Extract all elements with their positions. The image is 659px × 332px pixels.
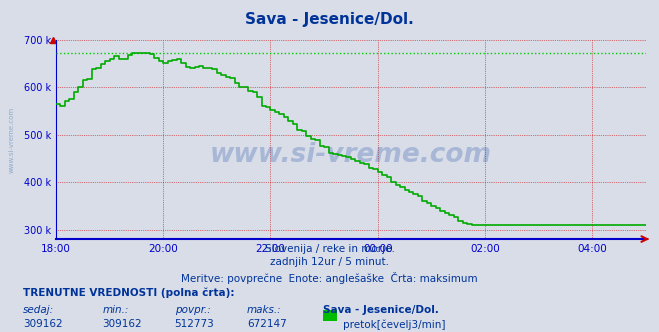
Text: TRENUTNE VREDNOSTI (polna črta):: TRENUTNE VREDNOSTI (polna črta): bbox=[23, 287, 235, 298]
Text: zadnjih 12ur / 5 minut.: zadnjih 12ur / 5 minut. bbox=[270, 257, 389, 267]
Text: povpr.:: povpr.: bbox=[175, 305, 210, 315]
Text: 672147: 672147 bbox=[247, 319, 287, 329]
Text: Meritve: povprečne  Enote: anglešaške  Črta: maksimum: Meritve: povprečne Enote: anglešaške Črt… bbox=[181, 272, 478, 284]
Text: Sava - Jesenice/Dol.: Sava - Jesenice/Dol. bbox=[245, 12, 414, 27]
Text: 309162: 309162 bbox=[102, 319, 142, 329]
Text: www.si-vreme.com: www.si-vreme.com bbox=[210, 142, 492, 168]
Text: pretok[čevelj3/min]: pretok[čevelj3/min] bbox=[343, 319, 445, 330]
Text: maks.:: maks.: bbox=[247, 305, 282, 315]
Text: min.:: min.: bbox=[102, 305, 129, 315]
Text: www.si-vreme.com: www.si-vreme.com bbox=[9, 106, 14, 173]
Text: Sava - Jesenice/Dol.: Sava - Jesenice/Dol. bbox=[323, 305, 439, 315]
Text: 512773: 512773 bbox=[175, 319, 214, 329]
Text: Slovenija / reke in morje.: Slovenija / reke in morje. bbox=[264, 244, 395, 254]
Text: sedaj:: sedaj: bbox=[23, 305, 54, 315]
Text: 309162: 309162 bbox=[23, 319, 63, 329]
